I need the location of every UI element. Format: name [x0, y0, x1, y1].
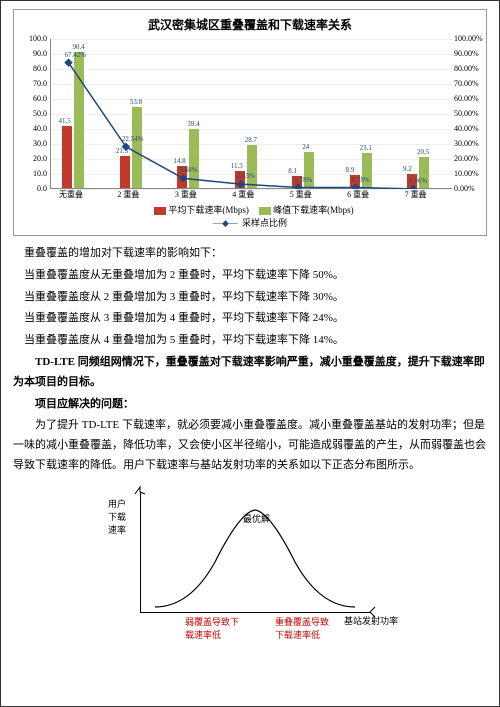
legend-marker-ratio: —◆— [213, 218, 238, 228]
legend-swatch-peak [259, 207, 271, 215]
normal-curve-figure: 用户下载速率 基站发射功率 最优解 弱覆盖导致下载速率低 重叠覆盖导致下载速率低 [100, 482, 400, 632]
chart-container: 武汉密集城区重叠覆盖和下载速率关系 0.00.00%10.010.00%20.0… [13, 9, 487, 236]
bell-curve [100, 482, 400, 632]
chart-title: 武汉密集城区重叠覆盖和下载速率关系 [18, 16, 482, 33]
legend-label-peak: 峰值下载速率(Mbps) [273, 205, 354, 215]
legend-swatch-avg [154, 207, 166, 215]
chart-plot: 0.00.00%10.010.00%20.020.00%30.030.00%40… [50, 39, 452, 189]
curve-peak-label: 最优解 [243, 512, 270, 525]
curve-left-note: 弱覆盖导致下载速率低 [185, 615, 241, 641]
legend-label-avg: 平均下载速率(Mbps) [168, 205, 249, 215]
curve-x-label: 基站发射功率 [344, 614, 398, 627]
document-page: 武汉密集城区重叠覆盖和下载速率关系 0.00.00%10.010.00%20.0… [0, 0, 500, 707]
legend-label-ratio: 采样点比例 [242, 218, 287, 228]
chart-legend: 平均下载速率(Mbps) 峰值下载速率(Mbps) —◆— 采样点比例 [18, 203, 482, 229]
curve-y-label: 用户下载速率 [108, 497, 128, 536]
body-text: 重叠覆盖的增加对下载速率的影响如下：当重叠覆盖度从无重叠增加为 2 重叠时，平均… [13, 244, 487, 476]
curve-right-note: 重叠覆盖导致下载速率低 [275, 615, 331, 641]
